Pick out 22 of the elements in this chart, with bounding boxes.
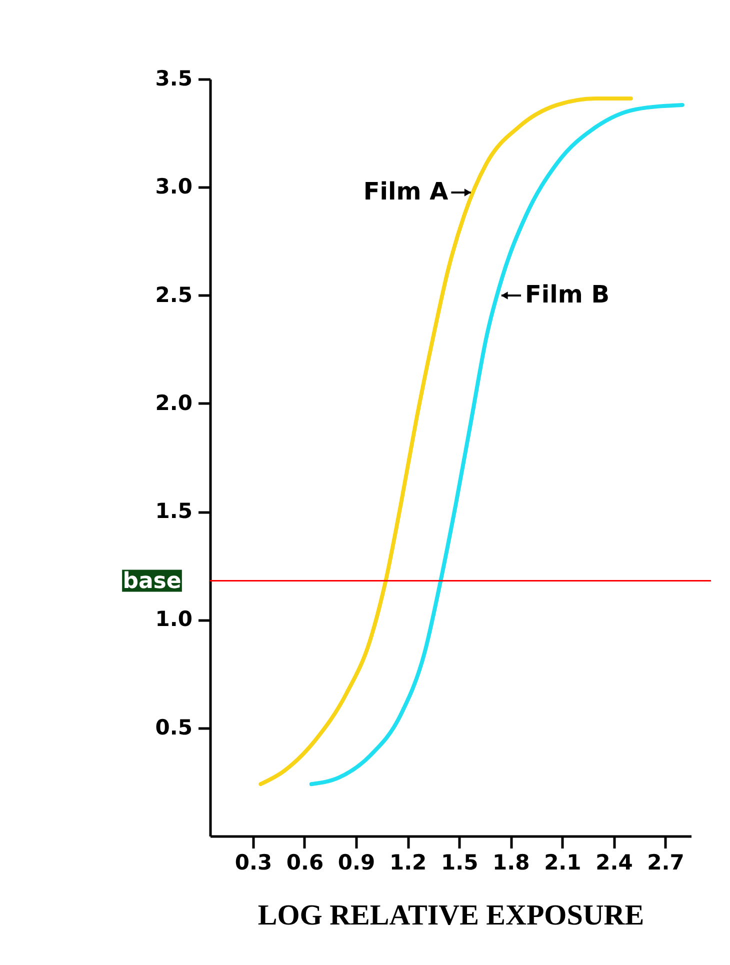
series-label: Film B: [525, 280, 610, 308]
x-tick-label: 1.2: [389, 850, 427, 874]
line-series: [258, 96, 633, 786]
series-label: Film A: [363, 178, 449, 206]
y-tick-label: 2.0: [155, 390, 192, 415]
y-tick-label: 3.0: [155, 174, 192, 199]
x-tick-label: 0.9: [338, 850, 376, 874]
x-tick-label: 2.4: [596, 850, 633, 874]
y-tick-label: 1.0: [155, 607, 192, 632]
x-tick-label: 2.7: [647, 850, 684, 874]
y-tick-label: 0.5: [155, 715, 192, 740]
x-tick-label: 2.1: [544, 850, 582, 874]
x-tick-label: 0.6: [286, 850, 324, 874]
line-series: [309, 102, 684, 786]
x-tick-label: 0.3: [234, 850, 272, 874]
x-axis-title: LOG RELATIVE EXPOSURE: [258, 900, 644, 932]
y-tick-label: 2.5: [155, 282, 192, 307]
ref-line-label: base: [122, 568, 182, 594]
x-tick-label: 1.8: [492, 850, 530, 874]
y-tick-label: 1.5: [155, 499, 192, 524]
y-tick-label: 3.5: [155, 66, 192, 90]
x-tick-label: 1.5: [440, 850, 478, 874]
